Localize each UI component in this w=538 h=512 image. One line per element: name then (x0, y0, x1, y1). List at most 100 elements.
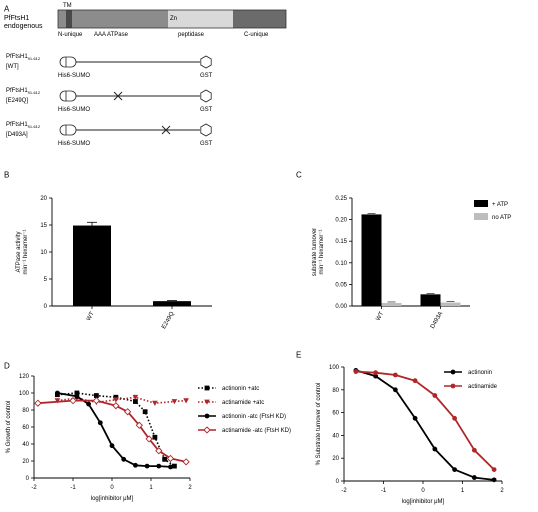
data-point (471, 475, 477, 480)
data-point (156, 463, 162, 469)
n-tag-label: His6-SUMO (58, 107, 90, 113)
data-point (373, 373, 378, 379)
data-point (452, 467, 457, 472)
label-peptidase: peptidase (178, 32, 205, 38)
y-tick-label: 0.00 (335, 304, 347, 310)
x-tick-label: 0 (110, 485, 114, 491)
legend-label: + ATP (492, 202, 508, 208)
bar (153, 301, 191, 306)
endogenous-label-2: endogenous (4, 23, 43, 30)
y-tick-label: 80 (332, 388, 339, 394)
data-point (182, 458, 190, 466)
y-tick-label: 0 (26, 476, 30, 482)
y-tick-label: 0.10 (335, 261, 347, 267)
c-tag-label: GST (200, 141, 213, 147)
construct-name: PfFtsH191-612 (6, 54, 41, 61)
y-axis-label: min⁻¹ hexamer⁻¹ (23, 229, 29, 274)
data-point (450, 383, 456, 389)
data-point (491, 467, 497, 472)
legend-label: actinonin -atc (FtsH KD) (222, 414, 286, 420)
domain-outline (57, 9, 287, 29)
c-tag-label: GST (200, 107, 213, 113)
y-tick-label: 40 (22, 442, 29, 448)
x-tick-label: 0 (421, 488, 425, 494)
data-point (86, 401, 91, 407)
gst-tag (200, 55, 212, 69)
x-tick-label: WT (86, 311, 96, 322)
constructs: PfFtsH191-612 [WT] His6-SUMO GST PfFtsH191-6… (6, 54, 213, 147)
data-point (123, 408, 132, 416)
bar-1 (440, 302, 461, 306)
y-tick-label: 60 (332, 411, 339, 417)
y-axis-label: % Substrate turnover of control (316, 383, 322, 466)
data-point (113, 394, 119, 400)
domain-tm (66, 10, 72, 28)
gst-tag (200, 89, 212, 103)
legend-label: actinonin +atc (222, 386, 259, 392)
data-point (204, 385, 210, 391)
data-point (74, 390, 80, 396)
domain-aaa (88, 10, 168, 28)
x-tick-label: 2 (188, 485, 192, 491)
data-point (204, 413, 210, 419)
data-point (168, 464, 173, 470)
y-axis-label: min⁻¹ hexamer⁻¹ (319, 229, 325, 274)
legend-label: actinonin (468, 370, 492, 376)
x-tick-label: E249Q (161, 311, 176, 330)
c-tag-label: GST (200, 73, 213, 79)
domain-peptidase (168, 10, 233, 28)
data-point (450, 369, 456, 375)
data-point (133, 462, 138, 468)
data-point (92, 397, 101, 405)
y-tick-label: 0 (44, 304, 48, 310)
chart-d: 0 20 40 60 80 100 120 -2 -1 0 1 2 log[inhibitor μM]%… (6, 374, 291, 502)
data-point (109, 443, 115, 449)
data-point (144, 463, 150, 469)
x-tick-label: 2 (500, 488, 504, 494)
x-tick-label: 1 (461, 488, 465, 494)
data-point (166, 454, 175, 463)
legend-label: actinamide (468, 384, 498, 390)
label-zn: Zn (170, 16, 177, 22)
data-point (373, 370, 378, 376)
endogenous-label-1: PfFtsH1 (4, 15, 29, 22)
construct-name: PfFtsH191-612 (6, 88, 41, 95)
construct-name: PfFtsH191-612 (6, 122, 41, 129)
y-tick-label: 20 (40, 196, 47, 202)
x-tick-label: WT (375, 311, 385, 322)
data-point (152, 434, 158, 440)
chart-c: 0.00 0.05 0.10 0.15 0.20 0.25 substrate turnov… (312, 196, 511, 330)
x-axis-label: log[inhibitor μM] (402, 499, 445, 505)
panel-label-d: D (4, 362, 10, 371)
mutation-mark (161, 125, 171, 135)
data-point (54, 398, 61, 404)
panel-label-e: E (296, 351, 301, 360)
data-point (152, 400, 158, 406)
y-axis-label: % Growth of control (6, 401, 12, 454)
bar-0 (420, 294, 441, 306)
n-tag-label: His6-SUMO (58, 141, 90, 147)
panel-label-b: B (4, 171, 9, 180)
x-tick-label: D493A (430, 311, 444, 330)
data-point (97, 420, 103, 426)
data-point (491, 477, 497, 483)
gst-tag (200, 123, 212, 137)
data-point (113, 397, 119, 403)
data-point (412, 415, 418, 421)
data-point (162, 456, 168, 462)
data-point (171, 399, 178, 405)
data-point (133, 399, 138, 404)
data-point (203, 426, 211, 434)
sumo-tag (59, 90, 77, 102)
data-point (183, 398, 189, 404)
n-tag-label: His6-SUMO (58, 73, 90, 79)
legend-label: no ATP (492, 215, 511, 221)
series-line (57, 396, 187, 405)
data-point (94, 393, 99, 398)
data-point (432, 393, 438, 398)
data-point (132, 394, 139, 401)
data-point (432, 446, 438, 452)
x-tick-label: -1 (70, 485, 76, 491)
construct-variant: [WT] (6, 64, 19, 70)
